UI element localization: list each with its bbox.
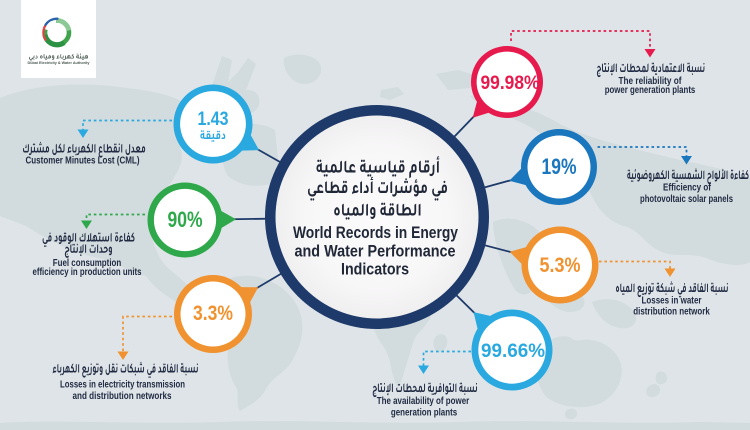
svg-text:World Records in Energy: World Records in Energy [293, 223, 458, 242]
svg-text:5.3%: 5.3% [540, 253, 581, 277]
svg-text:generation plants: generation plants [391, 406, 457, 418]
svg-text:Losses in water: Losses in water [642, 295, 702, 307]
svg-text:Dubai Electricity & Water Auth: Dubai Electricity & Water Authority [28, 61, 90, 65]
svg-text:Fuel consumption: Fuel consumption [53, 257, 122, 269]
svg-text:19%: 19% [542, 154, 577, 179]
svg-text:1.43: 1.43 [198, 108, 229, 130]
svg-text:power generation plants: power generation plants [605, 84, 696, 96]
svg-text:photovoltaic solar panels: photovoltaic solar panels [640, 193, 733, 205]
svg-text:The reliability of: The reliability of [619, 75, 682, 87]
svg-text:Indicators: Indicators [341, 260, 409, 279]
svg-text:Efficiency of: Efficiency of [663, 182, 711, 194]
svg-text:The availability of power: The availability of power [377, 395, 470, 407]
svg-text:Losses in electricity transmis: Losses in electricity transmission [60, 378, 185, 390]
svg-text:99.98%: 99.98% [481, 73, 540, 94]
svg-text:90%: 90% [168, 207, 203, 232]
svg-text:distribution network: distribution network [633, 305, 710, 317]
svg-text:and distribution networks: and distribution networks [73, 390, 172, 402]
svg-text:and Water Performance: and Water Performance [295, 241, 456, 260]
svg-text:Customer Minutes Lost (CML): Customer Minutes Lost (CML) [26, 154, 140, 166]
svg-text:99.66%: 99.66% [481, 340, 545, 362]
svg-text:efficiency in production units: efficiency in production units [33, 266, 142, 278]
svg-text:3.3%: 3.3% [193, 301, 233, 325]
